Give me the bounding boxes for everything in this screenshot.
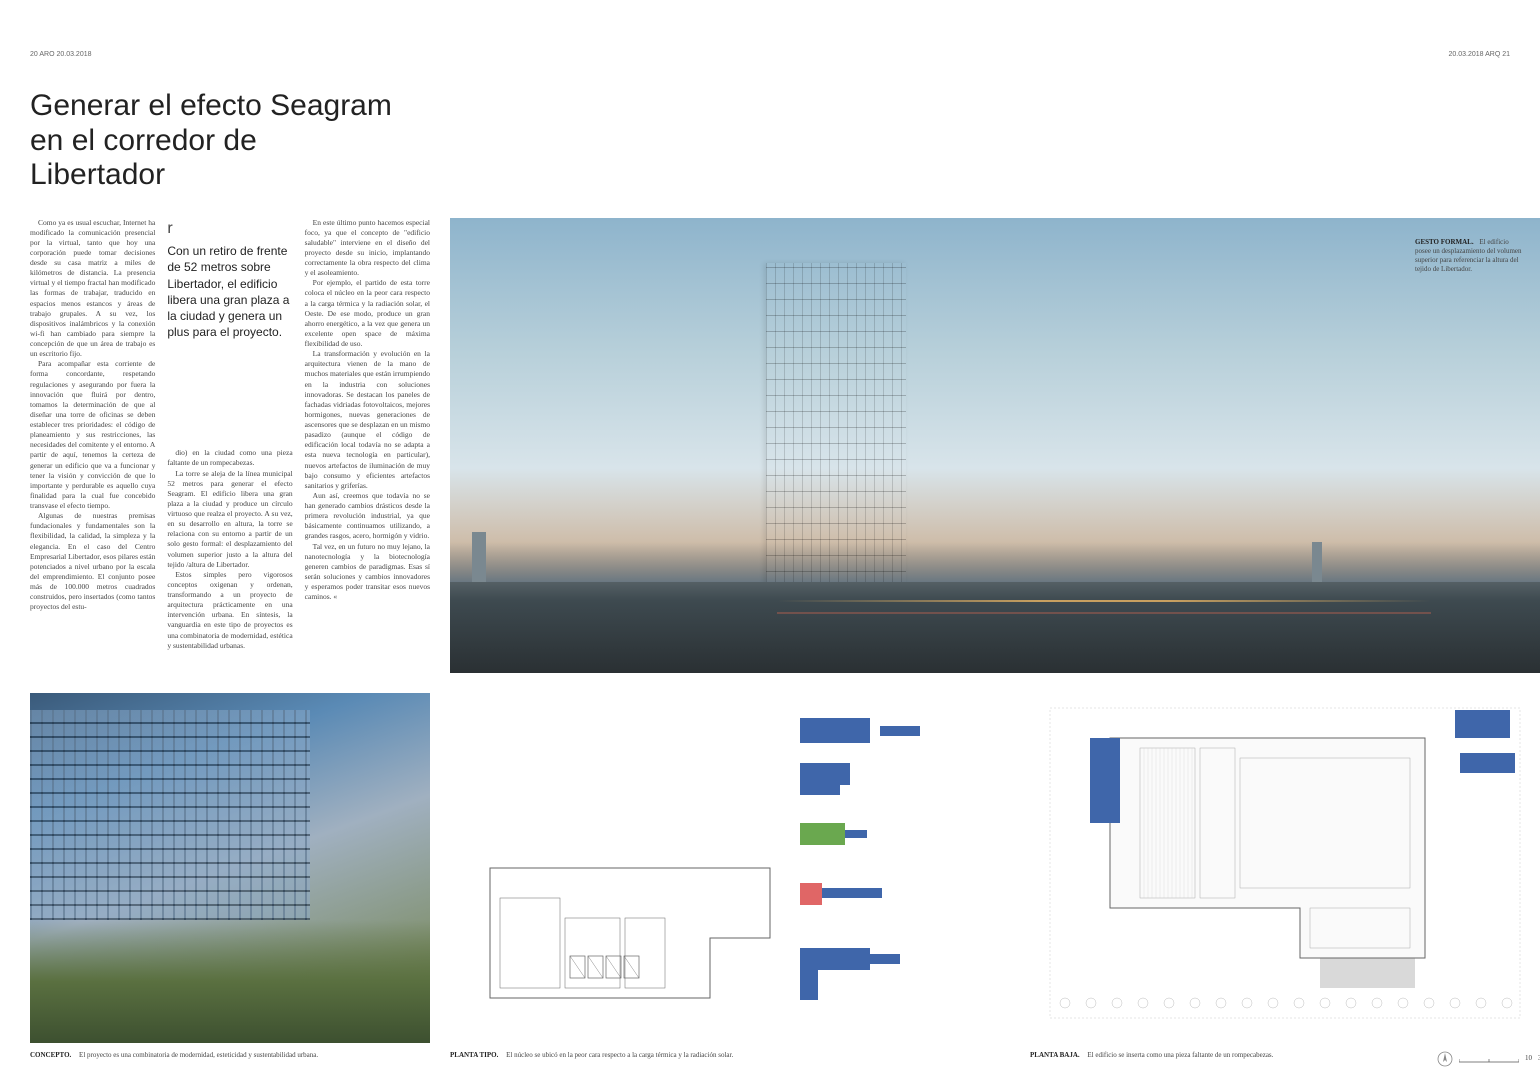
paragraph: Como ya es usual escuchar, Internet ha m… [30,218,155,360]
paragraph: Por ejemplo, el partido de esta torre co… [305,278,430,349]
pullquote: Con un retiro de frente de 52 metros sob… [167,243,292,340]
caption-label: PLANTA BAJA. [1030,1051,1080,1059]
paragraph: Algunas de nuestras premisas fundacional… [30,511,155,612]
paragraph: Estos simples pero vigorosos conceptos o… [167,570,292,651]
caption-baja: PLANTA BAJA. El edificio se inserta como… [1030,1051,1425,1067]
paragraph: dio) en la ciudad como una pieza faltant… [167,448,292,468]
page-header: 20 ARO 20.03.2018 20.03.2018 ARQ 21 [30,50,1510,59]
hero-render: GESTO FORMAL. El edificio posee un despl… [450,218,1540,673]
scale-indicator: 10 30 [1445,1051,1540,1067]
paragraph: Aun así, creemos que todavía no se han g… [305,491,430,542]
north-icon [1437,1051,1453,1067]
caption-label: PLANTA TIPO. [450,1051,498,1059]
paragraph: Tal vez, en un futuro no muy lejano, la … [305,542,430,603]
caption-label: CONCEPTO. [30,1051,71,1059]
caption-text: El proyecto es una combinatoria de moder… [79,1051,318,1059]
floorplan-tipo [450,693,1010,1043]
text-column-2: r Con un retiro de frente de 52 metros s… [167,218,292,651]
text-column-1: Como ya es usual escuchar, Internet ha m… [30,218,155,651]
secondary-render [30,693,430,1043]
header-right: 20.03.2018 ARQ 21 [1449,50,1511,59]
scale-low: 10 [1525,1054,1532,1063]
caption-text: El edificio se inserta como una pieza fa… [1087,1051,1273,1059]
hero-caption: GESTO FORMAL. El edificio posee un despl… [1415,238,1525,274]
caption-tipo: PLANTA TIPO. El núcleo se ubicó en la pe… [450,1051,1010,1067]
floorplan-baja [1030,693,1540,1043]
paragraph: La transformación y evolución en la arqu… [305,349,430,491]
article-title: Generar el efecto Seagram en el corredor… [30,89,400,193]
caption-concepto: CONCEPTO. El proyecto es una combinatori… [30,1051,430,1067]
paragraph: En este último punto hacemos especial fo… [305,218,430,279]
paragraph: Para acompañar esta corriente de forma c… [30,359,155,511]
scale-bar-icon [1459,1054,1519,1064]
caption-text: El núcleo se ubicó en la peor cara respe… [506,1051,733,1059]
text-column-3: En este último punto hacemos especial fo… [305,218,430,651]
paragraph: La torre se aleja de la línea municipal … [167,469,292,570]
header-left: 20 ARO 20.03.2018 [30,50,92,59]
pullquote-marker: r [167,218,292,240]
article-body: Como ya es usual escuchar, Internet ha m… [30,218,430,673]
caption-label: GESTO FORMAL. [1415,238,1474,246]
